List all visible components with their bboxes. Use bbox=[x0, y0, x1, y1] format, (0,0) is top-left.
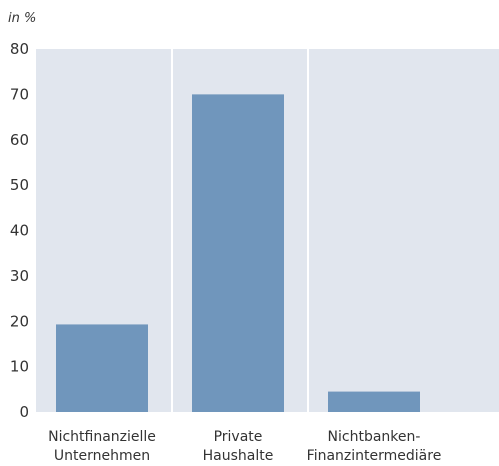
x-category-label: Nichtbanken- Finanzintermediäre bbox=[307, 429, 442, 464]
x-category-label-line: Unternehmen bbox=[54, 448, 150, 464]
x-category-label-line: Finanzintermediäre bbox=[307, 448, 442, 464]
bar bbox=[56, 324, 148, 412]
bars bbox=[56, 94, 420, 412]
x-category-label: Private Haushalte bbox=[203, 429, 274, 464]
x-category-label-line: Nichtfinanzielle bbox=[48, 429, 156, 445]
y-tick-label: 20 bbox=[10, 312, 29, 330]
y-tick-label: 0 bbox=[19, 403, 29, 421]
x-category-label-line: Nichtbanken- bbox=[328, 429, 421, 445]
x-category-label: Nichtfinanzielle Unternehmen bbox=[48, 429, 156, 464]
x-axis-labels: Nichtfinanzielle Unternehmen Private Hausha… bbox=[48, 429, 441, 464]
category-separators bbox=[171, 49, 309, 412]
bar bbox=[192, 94, 284, 412]
y-tick-label: 30 bbox=[10, 267, 29, 285]
bar bbox=[328, 391, 420, 412]
y-tick-label: 50 bbox=[10, 176, 29, 194]
y-axis-unit-label: in % bbox=[8, 11, 36, 26]
y-tick-label: 80 bbox=[10, 40, 29, 58]
y-tick-label: 70 bbox=[10, 85, 29, 103]
y-tick-label: 40 bbox=[10, 222, 29, 240]
y-tick-label: 10 bbox=[10, 358, 29, 376]
y-axis-ticks: 0 10 20 30 40 50 60 70 80 bbox=[10, 40, 29, 421]
x-category-label-line: Private bbox=[214, 429, 263, 445]
y-tick-label: 60 bbox=[10, 131, 29, 149]
x-category-label-line: Haushalte bbox=[203, 448, 274, 464]
